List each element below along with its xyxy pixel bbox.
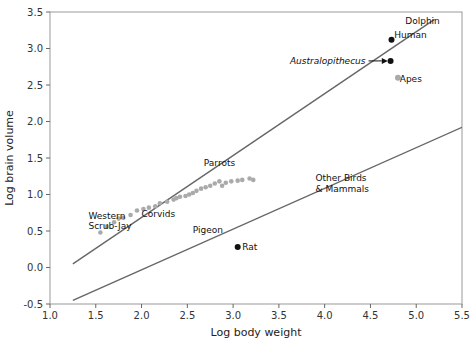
y-tick [46, 231, 50, 232]
y-tick-label: 0.0 [27, 262, 43, 273]
scatter-point [178, 194, 183, 199]
x-tick [187, 304, 188, 308]
x-tick-label: 4.0 [317, 310, 333, 321]
y-tick [46, 304, 50, 305]
x-tick-label: 1.0 [42, 310, 58, 321]
label-line: Parrots [204, 158, 236, 168]
x-tick [50, 304, 51, 308]
y-tick [46, 12, 50, 13]
label-line: Australopithecus [289, 56, 366, 66]
label: Apes [400, 74, 422, 84]
scatter-point [208, 183, 213, 188]
regression-line [73, 127, 462, 300]
y-tick [46, 158, 50, 159]
arrow-annotation: Australopithecus [289, 56, 366, 66]
x-tick-label: 3.5 [271, 310, 287, 321]
scatter-point [203, 185, 208, 190]
label-line: & Mammals [316, 184, 370, 194]
scatter-point [128, 213, 133, 218]
y-tick-label: 0.5 [27, 226, 43, 237]
x-tick [416, 304, 417, 308]
axes: 1.0 1.5 2.0 2.5 3.0 3.5 4.0 4.5 5.0 5.5 -0.5 0.0 0.5… [23, 7, 469, 322]
x-tick-label: 2.0 [134, 310, 150, 321]
label: Human [394, 30, 426, 40]
x-tick-label: 1.5 [88, 310, 104, 321]
x-tick [324, 304, 325, 308]
label-line: Corvids [142, 209, 176, 219]
points [98, 37, 401, 250]
scatter-point [220, 183, 225, 188]
y-tick [46, 267, 50, 268]
x-tick [278, 304, 279, 308]
y-tick-label: 3.5 [27, 7, 43, 18]
scatter-point [235, 244, 241, 250]
label-line: Human [394, 30, 426, 40]
x-tick-label: 4.5 [362, 310, 378, 321]
plot-area [73, 19, 462, 300]
scatter-point [217, 179, 222, 184]
chart: 1.0 1.5 2.0 2.5 3.0 3.5 4.0 4.5 5.0 5.5 -0.5 0.0 0.5… [0, 0, 474, 344]
x-tick [370, 304, 371, 308]
y-tick-label: 2.5 [27, 80, 43, 91]
scatter-point [153, 204, 158, 209]
x-tick-label: 5.5 [454, 310, 470, 321]
scatter-point [240, 178, 245, 183]
y-tick-label: 1.0 [27, 189, 43, 200]
label: Pigeon [193, 225, 223, 235]
x-tick [462, 304, 463, 308]
y-tick [46, 121, 50, 122]
scatter-point [165, 200, 170, 205]
label-line: Other Birds [316, 173, 367, 183]
annotation-arrow [369, 60, 382, 61]
x-tick [233, 304, 234, 308]
scatter-point [199, 186, 204, 191]
label: Rat [242, 242, 258, 252]
scatter-point [229, 179, 234, 184]
annotations: WesternScrub-Jay Corvids Parrots Pigeon Rat O… [88, 16, 439, 252]
label-line: Rat [242, 242, 258, 252]
x-axis-label: Log body weight [211, 326, 303, 339]
label-line: Apes [400, 74, 422, 84]
y-axis-label: Log brain volume [3, 110, 16, 206]
y-tick-label: -0.5 [23, 299, 43, 310]
scatter-point [135, 208, 140, 213]
label: Corvids [142, 209, 176, 219]
y-tick-label: 1.5 [27, 153, 43, 164]
regression-line [73, 19, 435, 264]
x-tick-label: 2.5 [179, 310, 195, 321]
x-tick [95, 304, 96, 308]
scatter-point [388, 58, 394, 64]
arrow-head [382, 58, 388, 64]
scatter-point [213, 181, 218, 186]
y-tick [46, 48, 50, 49]
scatter-point [223, 181, 228, 186]
lines [73, 19, 462, 300]
scatter-point [158, 201, 163, 206]
label: Dolphin [405, 16, 440, 26]
scatter-point [194, 189, 199, 194]
label-line: Western [88, 211, 125, 221]
label: WesternScrub-Jay [88, 211, 132, 231]
scatter-point [235, 178, 240, 183]
scatter-point [251, 178, 256, 183]
x-tick [141, 304, 142, 308]
y-tick [46, 85, 50, 86]
plot-frame [50, 12, 462, 304]
y-tick-label: 3.0 [27, 43, 43, 54]
x-tick-label: 5.0 [408, 310, 424, 321]
y-tick [46, 194, 50, 195]
label: Parrots [204, 158, 236, 168]
label-line: Scrub-Jay [88, 221, 132, 231]
label-line: Dolphin [405, 16, 440, 26]
x-tick-label: 3.0 [225, 310, 241, 321]
label-line: Pigeon [193, 225, 223, 235]
label: Other Birds& Mammals [316, 173, 370, 193]
y-tick-label: 2.0 [27, 116, 43, 127]
